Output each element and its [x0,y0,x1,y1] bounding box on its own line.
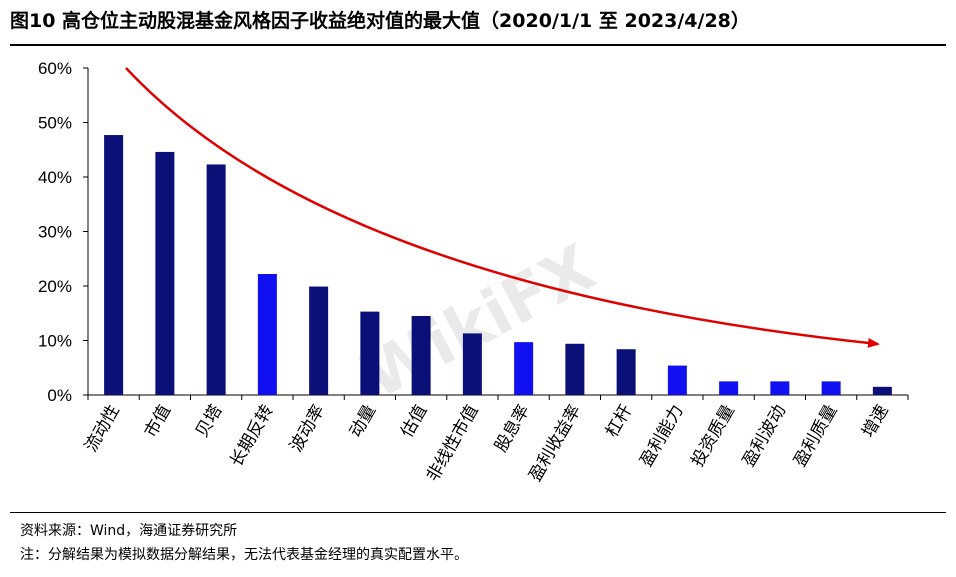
x-tick-label: 盈利能力 [636,402,687,471]
bar [565,343,585,395]
x-tick-label: 长期反转 [226,402,277,471]
source-note: 资料来源：Wind，海通证券研究所 [20,523,238,539]
x-tick-label: 非线性市值 [423,402,483,486]
bar [462,333,482,395]
x-tick-label: 流动性 [81,402,124,456]
bar [616,349,636,395]
bar [770,381,790,395]
x-tick-label: 盈利波动 [739,402,790,471]
y-tick-label: 30% [38,223,72,242]
y-tick-label: 40% [38,168,72,187]
bar [411,315,431,395]
bar [206,164,226,395]
x-tick-label: 股息率 [491,402,534,456]
bar [667,365,687,395]
bar [257,274,277,395]
bar [872,386,892,395]
bar [821,381,841,395]
y-tick-label: 50% [38,114,72,133]
footer-rule [10,512,946,513]
y-tick-label: 20% [38,277,72,296]
disclaimer-note: 注：分解结果为模拟数据分解结果，无法代表基金经理的真实配置水平。 [20,547,468,563]
y-tick-label: 10% [38,332,72,351]
y-tick-label: 0% [47,386,72,405]
x-tick-label: 估值 [397,402,431,441]
trend-arrow [125,67,880,348]
bar [309,286,329,395]
x-tick-label: 增速 [858,402,892,441]
x-tick-label: 动量 [346,402,380,441]
x-tick-label: 杠杆 [602,402,636,441]
bar [155,151,175,395]
x-tick-label: 波动率 [286,402,329,456]
x-tick-label: 盈利质量 [790,402,841,471]
x-tick-label: 盈利收益率 [525,402,585,486]
x-tick-label: 贝塔 [192,402,226,441]
bar [719,381,739,395]
bar [360,311,380,395]
chart-title: 图10 高仓位主动股混基金风格因子收益绝对值的最大值（2020/1/1 至 20… [10,10,750,32]
y-tick-label: 60% [38,59,72,78]
x-tick-label: 市值 [141,402,175,441]
bar [104,135,124,395]
title-rule [10,44,946,46]
x-tick-label: 投资质量 [688,402,739,471]
bar-chart: WikiFX 0%10%20%30%40%50%60% 流动性 市值 贝塔 长期反转波… [38,59,909,486]
bar [514,342,534,395]
